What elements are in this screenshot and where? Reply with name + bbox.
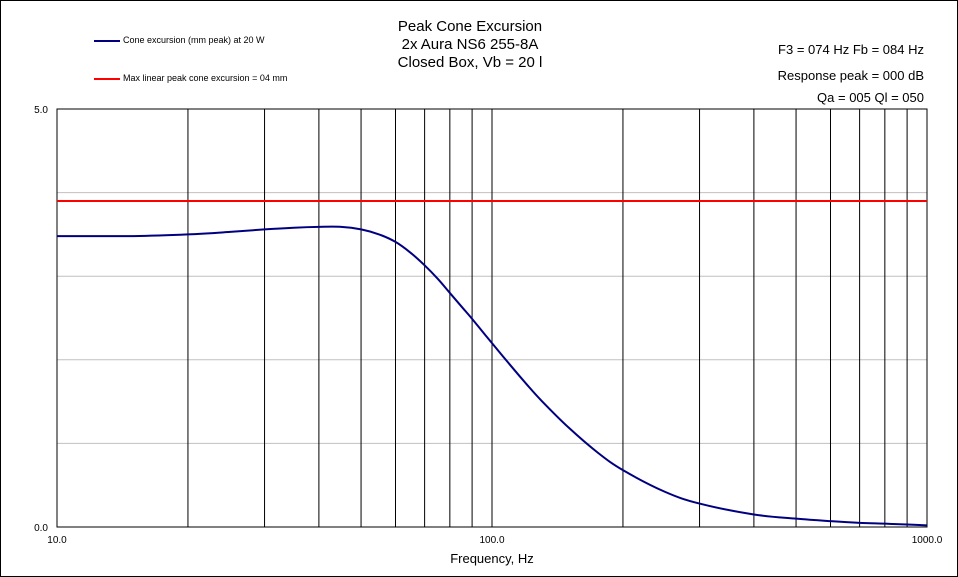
x-axis-title: Frequency, Hz: [450, 551, 534, 566]
chart-title: Peak Cone Excursion: [397, 18, 543, 35]
y-tick-label-0: 0.0: [34, 523, 48, 534]
legend-label-max: Max linear peak cone excursion = 04 mm: [123, 73, 288, 83]
legend-entry-excursion: Cone excursion (mm peak) at 20 W: [94, 34, 265, 46]
legend-swatch-excursion: [94, 39, 120, 42]
info-response-peak: Response peak = 000 dB: [777, 68, 924, 83]
chart-subtitle-driver: 2x Aura NS6 255-8A: [401, 36, 539, 53]
x-tick-label-1: 100.0: [479, 535, 504, 546]
series-line-0: [56, 225, 928, 527]
y-tick-label-1: 5.0: [34, 105, 48, 116]
legend-label-excursion: Cone excursion (mm peak) at 20 W: [123, 35, 265, 45]
legend-entry-max: Max linear peak cone excursion = 04 mm: [94, 72, 287, 84]
chart-subtitle-box: Closed Box, Vb = 20 l: [397, 54, 543, 71]
info-f3-fb: F3 = 074 Hz Fb = 084 Hz: [778, 42, 924, 57]
x-tick-label-2: 1000.0: [912, 535, 943, 546]
x-tick-label-0: 10.0: [47, 535, 67, 546]
legend-swatch-max: [94, 77, 120, 80]
plot-border: [56, 108, 928, 528]
info-qa-ql: Qa = 005 Ql = 050: [817, 90, 924, 105]
